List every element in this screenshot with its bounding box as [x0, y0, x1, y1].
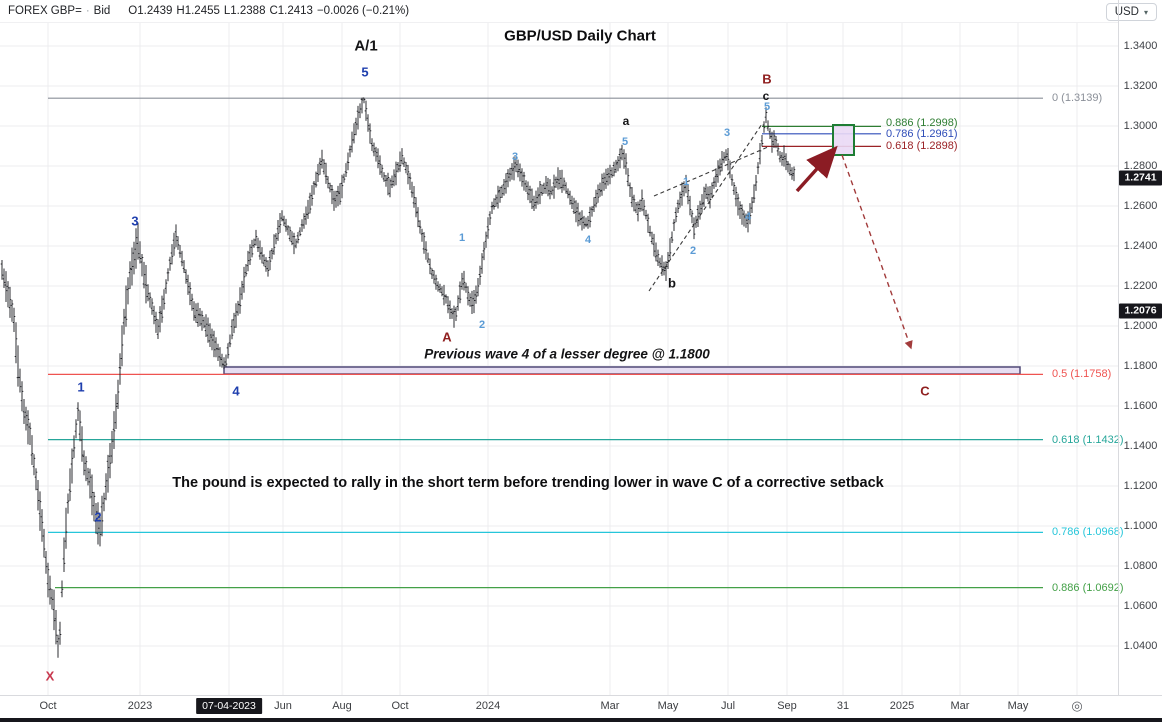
- wave-label-3: 3: [723, 127, 731, 139]
- wave-label-x: X: [45, 668, 55, 684]
- bid-label: Bid: [93, 5, 111, 17]
- price-tick-1.3400: 1.3400: [1123, 40, 1158, 52]
- fib-label-7: 0.886 (1.0692): [1052, 581, 1124, 594]
- wave-label-c: c: [762, 89, 770, 103]
- price-tick-1.2200: 1.2200: [1123, 280, 1158, 292]
- time-tick-31: 31: [836, 700, 850, 712]
- time-tick-2025: 2025: [889, 700, 915, 712]
- instrument-label: FOREX GBP=: [8, 5, 82, 17]
- wave-label-2: 2: [94, 509, 102, 525]
- time-tick-2023: 2023: [127, 700, 153, 712]
- wave-label-3: 3: [131, 213, 139, 229]
- wave-label-a: A: [442, 329, 452, 345]
- wave-label-3: 3: [511, 151, 519, 163]
- fib-target-box[interactable]: [832, 124, 855, 156]
- fib-label-2: 0.786 (1.2961): [886, 127, 958, 140]
- wave-label-b: B: [762, 71, 772, 87]
- price-tick-1.2000: 1.2000: [1123, 320, 1158, 332]
- separator-dot: ·: [85, 5, 90, 17]
- price-tick-1.1400: 1.1400: [1123, 440, 1158, 452]
- wave-label-a-1: A/1: [354, 37, 378, 55]
- price-axis-border: [1118, 0, 1119, 695]
- price-tick-1.2800: 1.2800: [1123, 160, 1158, 172]
- wave-label-b: b: [668, 275, 676, 291]
- fib-label-5: 0.618 (1.1432): [1052, 433, 1124, 446]
- price-tick-1.2400: 1.2400: [1123, 240, 1158, 252]
- wave-label-4: 4: [744, 211, 752, 223]
- price-tick-1.1600: 1.1600: [1123, 400, 1158, 412]
- wave-label-1: 1: [682, 176, 690, 188]
- wave-label-2: 2: [478, 319, 486, 331]
- chevron-down-icon: ▾: [1143, 7, 1148, 17]
- time-tick-May: May: [1007, 700, 1029, 712]
- wave-label-4: 4: [584, 234, 592, 246]
- price-tick-1.0800: 1.0800: [1123, 560, 1158, 572]
- wave4-annotation: Previous wave 4 of a lesser degree @ 1.1…: [424, 346, 710, 362]
- axis-settings-icon[interactable]: ◎: [1071, 698, 1083, 713]
- fib-label-4: 0.5 (1.1758): [1052, 368, 1112, 381]
- price-badge-1.2741: 1.2741: [1119, 170, 1162, 186]
- wave-label-1: 1: [77, 379, 85, 395]
- wave-label-c: C: [920, 383, 930, 399]
- wedge-trendline-0[interactable]: [648, 123, 763, 292]
- time-tick-Oct: Oct: [39, 700, 57, 712]
- close-value: C1.2413: [269, 5, 313, 17]
- wave-label-a: a: [622, 114, 630, 128]
- fib-label-0: 0 (1.3139): [1052, 92, 1103, 105]
- wedge-trendline-1[interactable]: [653, 146, 769, 197]
- price-badge-1.2076: 1.2076: [1119, 303, 1162, 319]
- currency-label: USD: [1114, 6, 1139, 18]
- quote-header: FOREX GBP= · Bid O1.2439 H1.2455 L1.2388 C1.24…: [8, 0, 413, 22]
- time-tick-Sep: Sep: [777, 700, 797, 712]
- price-tick-1.1000: 1.1000: [1123, 520, 1158, 532]
- price-tick-1.1800: 1.1800: [1123, 360, 1158, 372]
- wave-label-2: 2: [689, 245, 697, 257]
- price-tick-1.0600: 1.0600: [1123, 600, 1158, 612]
- time-tick-Jul: Jul: [720, 700, 736, 712]
- fib-label-6: 0.786 (1.0968): [1052, 526, 1124, 539]
- time-axis-border: [0, 695, 1162, 696]
- fib-label-3: 0.618 (1.2898): [886, 140, 958, 153]
- gridlines: [0, 23, 1118, 695]
- low-value: L1.2388: [223, 5, 266, 17]
- price-tick-1.3000: 1.3000: [1123, 120, 1158, 132]
- wave-label-5: 5: [621, 136, 629, 148]
- outlook-annotation: The pound is expected to rally in the sh…: [172, 475, 884, 491]
- rally-arrow[interactable]: [795, 145, 838, 193]
- price-tick-1.3200: 1.3200: [1123, 80, 1158, 92]
- price-tick-1.1200: 1.1200: [1123, 480, 1158, 492]
- time-tick-Mar: Mar: [600, 700, 620, 712]
- time-tick-Oct: Oct: [391, 700, 409, 712]
- time-tick-Mar: Mar: [950, 700, 970, 712]
- time-tick-2024: 2024: [475, 700, 501, 712]
- price-tick-1.0400: 1.0400: [1123, 640, 1158, 652]
- high-value: H1.2455: [176, 5, 220, 17]
- time-tick-May: May: [657, 700, 679, 712]
- header-divider: [0, 22, 1118, 23]
- price-tick-1.2600: 1.2600: [1123, 200, 1158, 212]
- wave-label-1: 1: [458, 232, 466, 244]
- fib-label-1: 0.886 (1.2998): [886, 117, 958, 130]
- wave-label-4: 4: [232, 383, 240, 399]
- chart-canvas[interactable]: [0, 0, 1118, 695]
- wave-label-5: 5: [763, 101, 771, 113]
- change-value: −0.0026 (−0.21%): [316, 5, 410, 17]
- ohlc-bars-series[interactable]: [0, 97, 796, 658]
- time-tick-Jun: Jun: [274, 700, 292, 712]
- selected-date-badge[interactable]: 07-04-2023: [196, 698, 262, 714]
- previous-wave4-band[interactable]: [223, 366, 1021, 375]
- wave-label-5: 5: [361, 64, 369, 80]
- open-value: O1.2439: [128, 5, 173, 17]
- chart-title: GBP/USD Daily Chart: [504, 27, 656, 45]
- window-bottom-edge: [0, 718, 1162, 722]
- wave-c-projection[interactable]: [841, 154, 913, 350]
- time-tick-Aug: Aug: [332, 700, 352, 712]
